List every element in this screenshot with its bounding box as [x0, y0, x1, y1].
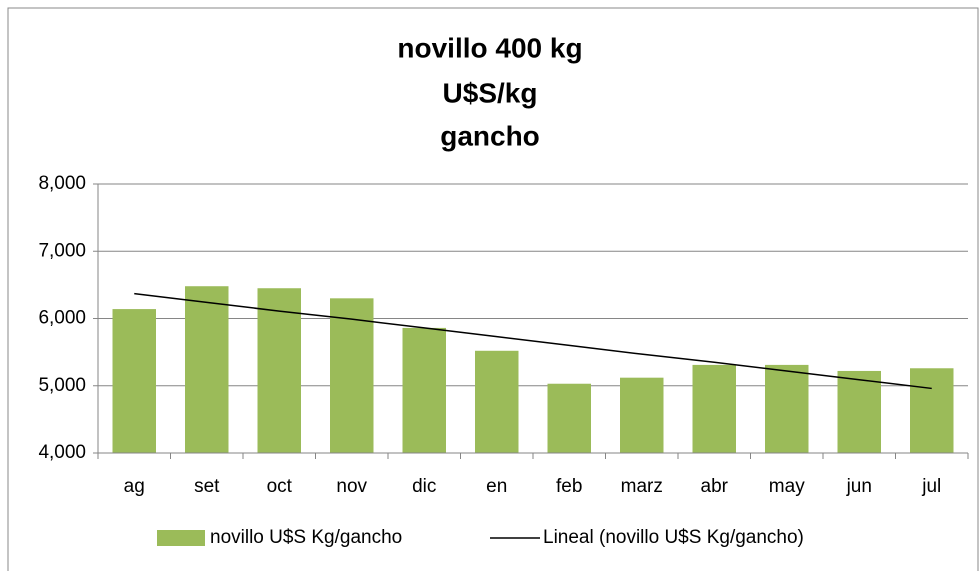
x-tick-label: feb [556, 476, 582, 497]
y-tick-label: 6,000 [38, 308, 86, 329]
bar [765, 364, 809, 453]
x-tick-label: marz [621, 476, 663, 497]
x-tick-label: ag [124, 476, 145, 497]
legend-label: novillo U$S Kg/gancho [210, 527, 402, 548]
bar [112, 309, 156, 453]
x-tick-label: nov [336, 476, 367, 497]
bar [620, 377, 664, 453]
bar [692, 364, 736, 453]
legend-swatch [157, 530, 205, 546]
bar [910, 368, 954, 453]
bar [475, 350, 519, 453]
bar [837, 370, 881, 453]
bar [257, 288, 301, 453]
bar [402, 327, 446, 453]
bar [547, 383, 591, 453]
chart-title: novillo 400 kg [397, 32, 582, 63]
x-tick-label: en [486, 476, 507, 497]
chart-title: gancho [440, 120, 540, 151]
x-tick-label: jun [846, 476, 872, 497]
y-tick-label: 8,000 [38, 173, 86, 194]
bar [185, 286, 229, 453]
x-tick-label: may [769, 476, 805, 497]
x-tick-label: dic [412, 476, 436, 497]
trend-line [134, 292, 932, 390]
bar [330, 298, 374, 453]
chart-title: U$S/kg [443, 77, 538, 108]
x-tick-label: jul [921, 476, 941, 497]
legend-label: Lineal (novillo U$S Kg/gancho) [543, 527, 804, 548]
y-tick-label: 7,000 [38, 240, 86, 261]
chart-frame [7, 7, 979, 571]
x-tick-label: oct [267, 476, 293, 497]
x-tick-label: abr [701, 476, 729, 497]
x-tick-label: set [194, 476, 220, 497]
y-tick-label: 5,000 [38, 375, 86, 396]
y-tick-label: 4,000 [38, 442, 86, 463]
